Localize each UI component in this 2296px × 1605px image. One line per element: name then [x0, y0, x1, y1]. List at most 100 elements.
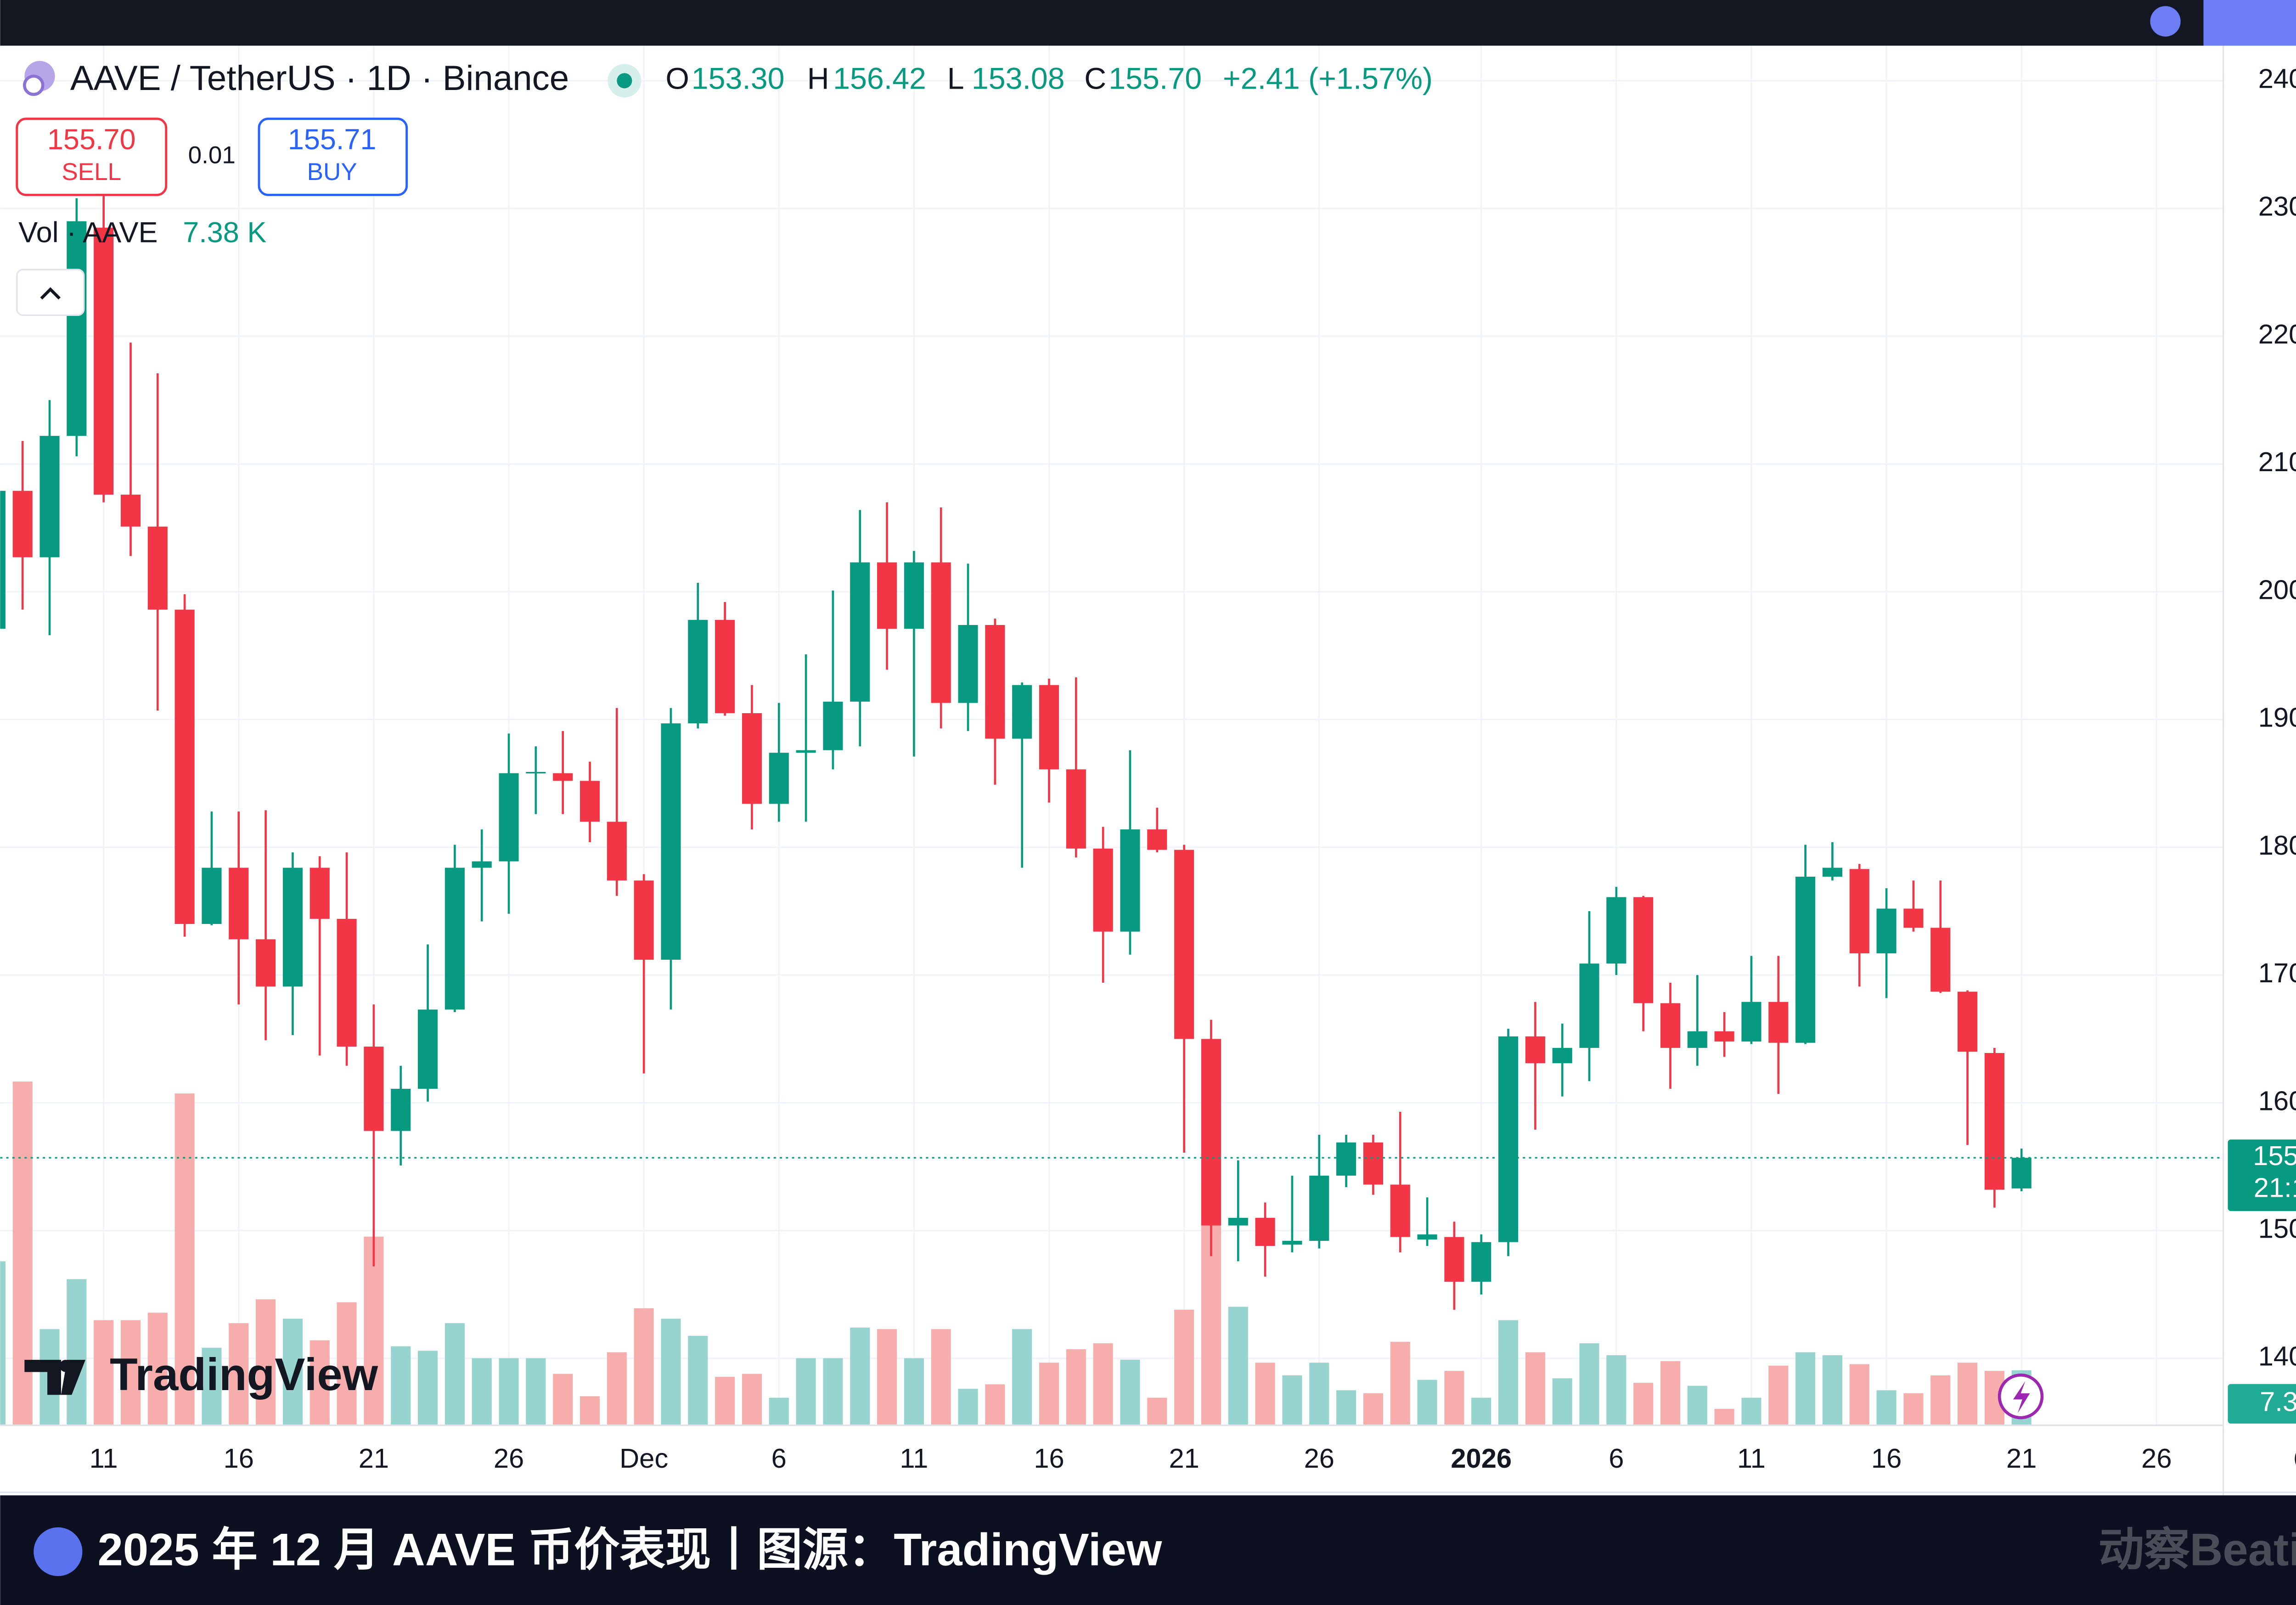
candle-body: [1066, 769, 1086, 849]
candle-body: [1579, 963, 1599, 1048]
candle-body: [634, 880, 654, 960]
candle-body: [1741, 1002, 1761, 1042]
volume-bar: [1417, 1380, 1437, 1425]
avatar[interactable]: [2150, 6, 2181, 37]
coin-icon: [23, 74, 45, 96]
collapse-button[interactable]: [16, 269, 85, 316]
volume-bar: [634, 1308, 654, 1425]
candle-body: [688, 619, 708, 724]
x-tick-label: 11: [90, 1443, 118, 1474]
x-tick-label: 11: [900, 1443, 928, 1474]
candle-body: [796, 750, 816, 753]
volume-bar: [472, 1358, 492, 1425]
chevron-icon: [40, 287, 61, 300]
volume-bar: [1660, 1361, 1681, 1425]
top-button[interactable]: [2203, 0, 2296, 46]
ohlc-key: H: [807, 62, 829, 96]
volume-bar: [1444, 1371, 1464, 1425]
volume-bar: [94, 1320, 114, 1425]
x-tick-label: 16: [1034, 1443, 1064, 1474]
volume-bar: [1687, 1385, 1707, 1425]
volume-bar: [877, 1329, 897, 1425]
volume-bar: [256, 1299, 276, 1425]
volume-bar: [1714, 1408, 1734, 1425]
symbol[interactable]: AAVE / TetherUS · 1D · Binance: [70, 59, 569, 98]
candle-body: [472, 861, 492, 868]
volume-bar: [0, 1261, 6, 1425]
candle-body: [1525, 1036, 1545, 1064]
buy-label: BUY: [307, 158, 357, 186]
candle-body: [1174, 850, 1194, 1039]
candle-body: [1309, 1176, 1329, 1241]
sell-label: SELL: [62, 158, 121, 186]
volume-bar: [67, 1279, 87, 1425]
candle-body: [364, 1047, 384, 1131]
volume-bar: [1093, 1343, 1113, 1425]
volume-bar: [1876, 1390, 1896, 1425]
candle-body: [553, 773, 573, 781]
candle-body: [823, 701, 843, 750]
x-tick-label: 26: [2141, 1443, 2172, 1474]
candle-body: [337, 918, 357, 1047]
y-tick-label: 240.00: [2258, 63, 2296, 94]
volume-bar: [1336, 1390, 1356, 1425]
candle-body: [0, 490, 6, 629]
volume-bar: [12, 1081, 33, 1425]
candle-body: [94, 227, 114, 495]
volume-bar: [1228, 1307, 1248, 1425]
volume-bar: [1579, 1343, 1599, 1425]
volume-bar: [958, 1389, 978, 1425]
caption-dot: [34, 1527, 83, 1576]
axes: 140.00 150.00 160.00 170.00 180.00 190.00 200.…: [90, 63, 2296, 1474]
volume-bar: [1471, 1397, 1491, 1425]
candle-body: [1876, 908, 1896, 953]
candle-body: [202, 867, 222, 924]
volume-bar: [1255, 1363, 1275, 1425]
candle-body: [310, 867, 330, 919]
volume-bar: [229, 1323, 249, 1425]
candle-body: [1660, 1003, 1681, 1048]
caption: 2025 年 12 月 AAVE 币价表现丨图源：TradingView: [98, 1525, 1162, 1576]
logo-mark: [59, 1360, 72, 1372]
volume-bar: [391, 1346, 411, 1425]
candle-body: [417, 1009, 438, 1089]
candle-body: [499, 773, 519, 862]
tv-logo: TradingView: [24, 1349, 378, 1400]
candle-body: [12, 490, 33, 558]
candle-body: [1255, 1217, 1275, 1246]
candle-body: [1282, 1240, 1302, 1245]
top-bar: [0, 0, 2296, 46]
ohlc-value: 153.30: [692, 62, 785, 96]
candle-body: [1768, 1002, 1789, 1043]
volume-bar: [120, 1320, 141, 1425]
y-tick-label: 210.00: [2258, 446, 2296, 477]
volume-tag-label: 7.38 K: [2260, 1386, 2296, 1417]
volume-bar: [1552, 1378, 1572, 1425]
ohlc-value: 153.08: [972, 62, 1065, 96]
x-tick-label: 16: [1871, 1443, 1902, 1474]
candle-body: [769, 753, 789, 804]
candle-body: [1552, 1047, 1572, 1064]
candle-body: [1930, 928, 1951, 992]
candle-body: [607, 822, 627, 881]
ohlc-key: O: [665, 62, 689, 96]
candle-body: [1822, 867, 1842, 877]
candle-body: [282, 867, 303, 987]
candle-body: [1498, 1036, 1519, 1242]
sell-button[interactable]: [16, 118, 168, 196]
candle-body: [1903, 908, 1924, 928]
candle-body: [1147, 829, 1167, 850]
candle-body: [985, 625, 1005, 739]
candle-body: [147, 526, 168, 610]
candle-body: [120, 495, 141, 527]
candle-body: [1633, 897, 1654, 1003]
volume-bar: [1849, 1364, 1869, 1425]
last-price-tag: [2228, 1139, 2296, 1211]
volume-bar: [417, 1351, 438, 1425]
caption-bar: [0, 1495, 2296, 1605]
candle-body: [1849, 869, 1869, 953]
volume-bar: [1390, 1341, 1410, 1425]
buy-button[interactable]: [258, 118, 408, 196]
